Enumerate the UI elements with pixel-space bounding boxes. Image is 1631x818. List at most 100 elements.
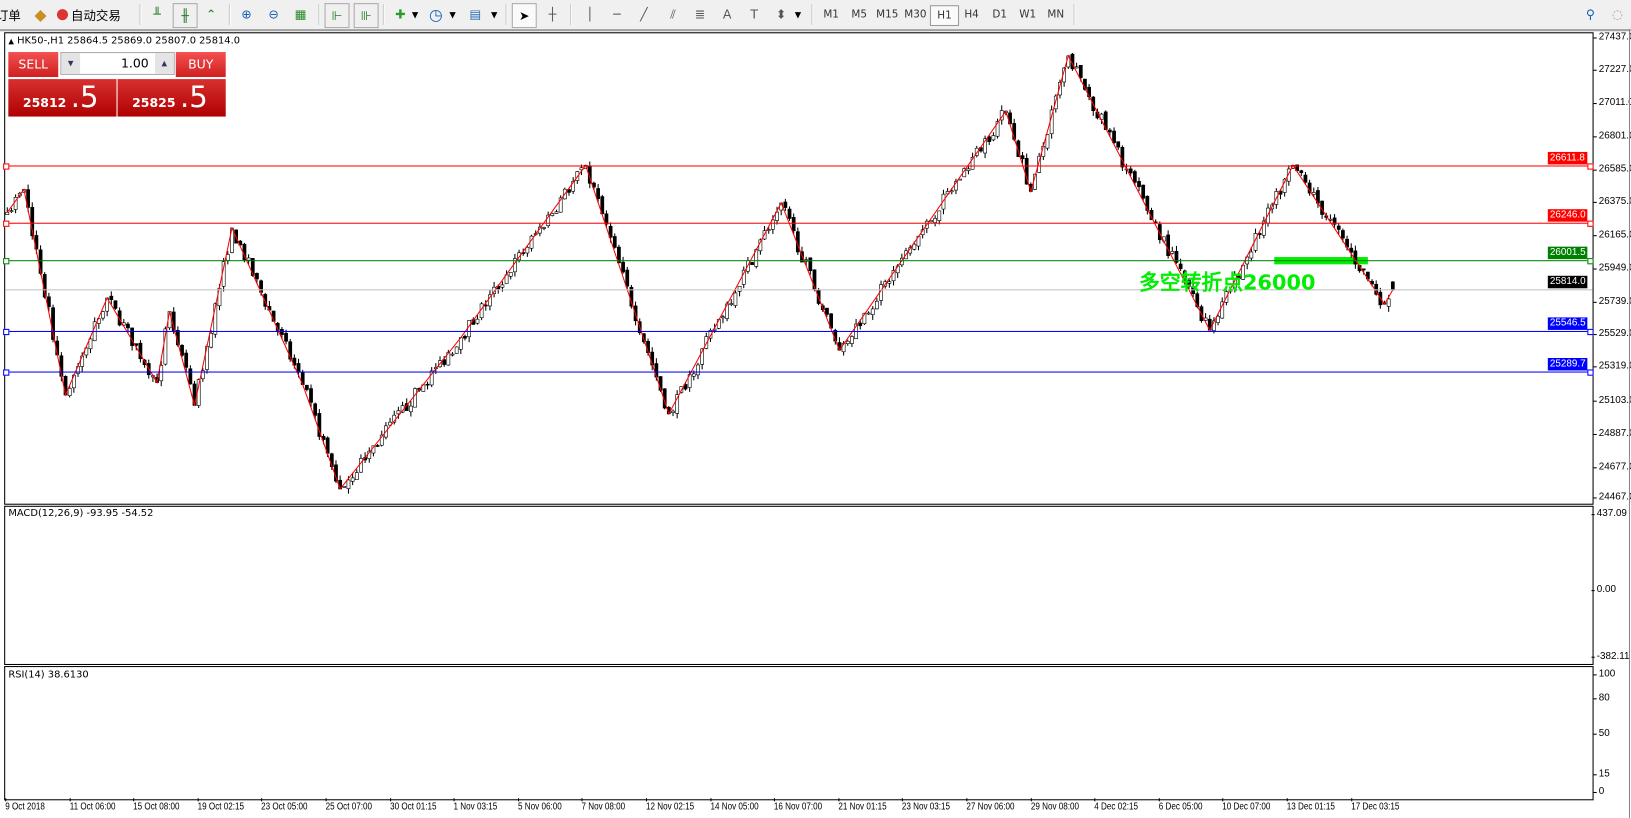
price-chart-area[interactable] [4,32,1594,505]
level-handle[interactable] [1587,329,1594,336]
fibonacci-icon[interactable]: ≣ [694,7,706,22]
search-icon[interactable]: ⚲ [1585,7,1596,22]
candle-body [9,210,14,213]
timeframe-d1[interactable]: D1 [992,8,1007,21]
text-icon[interactable]: A [722,7,732,22]
level-line[interactable] [5,260,1593,262]
line-chart-icon[interactable]: ⌃ [205,7,217,22]
bar-chart-icon[interactable]: ╨ [153,7,161,22]
dropdown-arrow-icon[interactable]: ▼ [449,9,456,20]
chat-icon[interactable]: ◌ [1612,7,1623,22]
level-handle[interactable] [3,163,10,170]
level-handle[interactable] [1587,163,1594,170]
candle-body [188,368,193,385]
metaeditor-icon[interactable]: ◆ [34,5,47,24]
candle-body [1216,315,1220,323]
level-line[interactable] [5,371,1593,373]
level-handle[interactable] [3,369,10,376]
level-handle[interactable] [1587,369,1594,376]
level-handle[interactable] [3,258,10,265]
trendline-icon[interactable]: ╱ [640,7,648,22]
level-handle[interactable] [1587,258,1594,265]
level-tag: 25546.5 [1547,317,1588,331]
autoscroll-icon[interactable]: ⊩ [324,3,350,29]
candle-body [604,213,609,225]
macd-panel[interactable] [4,505,1594,666]
timeframe-m15[interactable]: M15 [876,8,899,21]
volume-increase-button[interactable]: ▲ [154,53,174,74]
one-click-trading-panel: SELL ▼ 1.00 ▲ BUY 25812.5 25825.5 [8,52,226,117]
timeframe-m1[interactable]: M1 [823,8,839,21]
candle-body [413,388,417,408]
time-tick: 9 Oct 2018 [5,798,53,813]
rsi-panel[interactable] [4,666,1594,801]
arrows-icon[interactable]: ⬍ [775,7,787,22]
price-tick: 25739.0 [1593,295,1631,307]
candle-body [691,373,696,377]
candle-body [966,168,971,171]
timeframe-m5[interactable]: M5 [851,8,868,21]
candle-body [1232,274,1237,291]
cursor-icon[interactable]: ➤ [511,3,537,29]
periods-clock-icon[interactable]: ◷ [429,5,443,24]
current-price-line[interactable] [5,289,1593,291]
candle-body [791,217,796,232]
candle-body [126,323,130,329]
timeframe-mn[interactable]: MN [1047,8,1065,21]
level-line[interactable] [5,165,1593,167]
candlestick-chart-icon[interactable]: ╫ [172,3,198,29]
level-handle[interactable] [3,220,10,227]
candle-body [696,364,700,376]
sell-price-main: 25812 [22,95,67,111]
candle-body [750,262,754,265]
rsi-tick: 100 [1593,668,1616,680]
candle-body [1361,268,1366,271]
autotrade-button[interactable]: ● 自动交易 [56,3,121,26]
buy-price[interactable]: 25825.5 [117,79,226,117]
time-tick-label: 9 Oct 2018 [5,801,45,813]
timeframe-h1[interactable]: H1 [929,5,960,27]
new-order-button[interactable]: 订单 [0,3,21,26]
text-label-icon[interactable]: T [750,7,758,22]
sell-button[interactable]: SELL [8,52,59,78]
indicators-icon[interactable]: ✚ [395,7,406,22]
volume-decrease-button[interactable]: ▼ [61,53,81,74]
level-line[interactable] [5,331,1593,333]
collapse-triangle-icon[interactable]: ▲ [8,37,14,46]
crosshair-icon[interactable]: ┼ [548,7,557,22]
rsi-label: RSI(14) 38.6130 [8,669,89,681]
candle-body [991,135,996,141]
candle-body [1174,250,1179,263]
candle-body [1303,174,1308,183]
buy-button[interactable]: BUY [175,52,226,78]
sell-price[interactable]: 25812.5 [8,79,117,117]
candle-body [1020,155,1025,160]
timeframe-h4[interactable]: H4 [964,8,979,21]
time-tick-label: 14 Nov 05:00 [710,801,759,813]
zoom-in-icon[interactable]: ⊕ [241,7,252,22]
level-handle[interactable] [3,329,10,336]
volume-field[interactable]: ▼ 1.00 ▲ [60,52,175,75]
level-handle[interactable] [1587,220,1594,227]
timeframe-w1[interactable]: W1 [1019,8,1037,21]
level-line[interactable] [5,222,1593,224]
equidistant-channel-icon[interactable]: ⫽ [670,6,676,22]
dropdown-arrow-icon[interactable]: ▼ [411,9,419,20]
volume-value[interactable]: 1.00 [120,56,149,71]
tile-windows-icon[interactable]: ▦ [294,7,307,22]
candle-body [255,273,259,280]
timeframe-m30[interactable]: M30 [904,8,927,21]
horizontal-line-icon[interactable]: ─ [613,7,621,22]
dropdown-arrow-icon[interactable]: ▼ [490,9,498,20]
zoom-out-icon[interactable]: ⊖ [268,7,279,22]
templates-icon[interactable]: ▤ [469,7,482,22]
candle-body [1120,146,1125,168]
chart-shift-icon[interactable]: ⊪ [353,3,379,29]
time-tick: 30 Oct 01:15 [389,798,447,813]
candle-body [1349,247,1354,253]
vertical-line-icon[interactable]: │ [586,7,594,22]
dropdown-arrow-icon[interactable]: ▼ [794,9,802,20]
candle-body [429,370,434,386]
candle-body [612,236,617,248]
candle-body [463,335,467,339]
